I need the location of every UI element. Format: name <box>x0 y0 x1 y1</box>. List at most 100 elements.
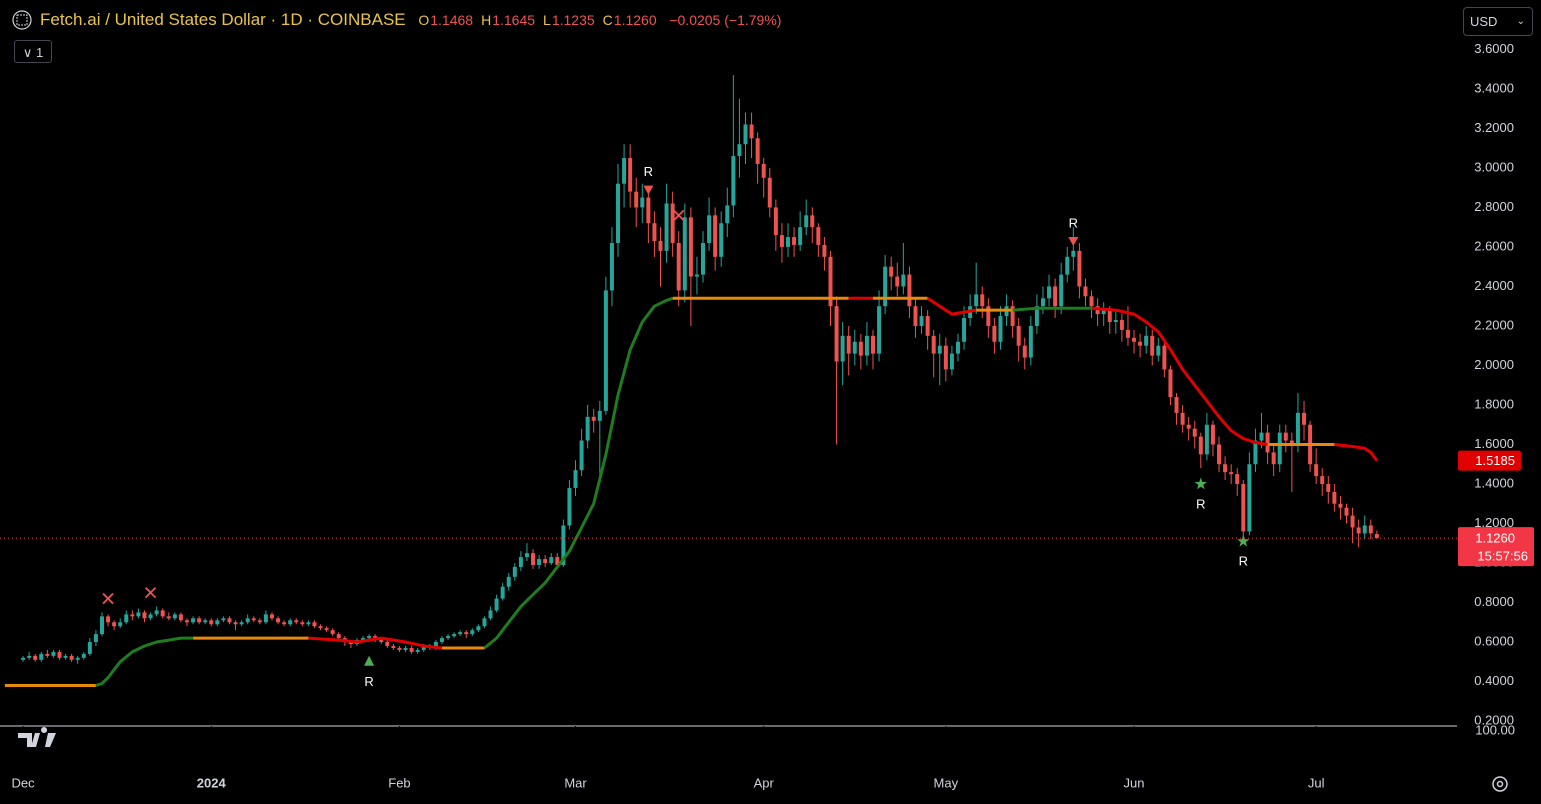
candle-body <box>792 237 797 245</box>
candle-body <box>755 138 760 164</box>
candle-body <box>1053 286 1058 307</box>
candle-body <box>379 640 384 643</box>
x-tick-label: 2024 <box>197 775 227 790</box>
candle-body <box>883 266 888 307</box>
candle-body <box>1132 337 1137 342</box>
candle-body <box>1059 274 1064 307</box>
candle-body <box>664 203 669 251</box>
candle-body <box>518 557 523 567</box>
candle-body <box>858 341 863 356</box>
candle-body <box>1265 432 1270 453</box>
candle-body <box>282 622 287 625</box>
candle-body <box>591 416 596 421</box>
candle-body <box>1047 286 1052 299</box>
candle-body <box>779 235 784 247</box>
candle-body <box>276 618 281 623</box>
candle-body <box>573 470 578 488</box>
currency-select[interactable]: USD ⌄ <box>1463 7 1533 36</box>
signal-marker <box>1194 477 1207 490</box>
candle-body <box>992 325 997 342</box>
candle-body <box>949 353 954 370</box>
y-tick-label: 2.4000 <box>1474 278 1514 293</box>
candle-body <box>877 306 882 354</box>
candle-body <box>1253 440 1258 465</box>
plot: R R R R R <box>4 75 1379 689</box>
candle-body <box>1186 424 1191 429</box>
candle-body <box>154 610 159 615</box>
candle-body <box>731 156 736 206</box>
candle-body <box>288 620 293 625</box>
candle-body <box>112 622 117 627</box>
candle-body <box>974 294 979 307</box>
candle-body <box>962 318 967 342</box>
candle-body <box>476 626 481 631</box>
candle-body <box>652 223 657 242</box>
ohlc-key: O <box>418 12 430 28</box>
settings-icon[interactable] <box>1492 776 1508 792</box>
cross-marker <box>102 592 114 605</box>
candle-body <box>148 614 153 619</box>
candle-body <box>1119 320 1124 330</box>
candle-body <box>658 241 663 251</box>
collapse-button[interactable]: ∨ 1 <box>14 40 52 63</box>
candle-body <box>1180 412 1185 425</box>
candle-body <box>561 525 566 565</box>
candle-body <box>585 416 590 441</box>
candle-body <box>931 335 936 354</box>
candle-body <box>1204 424 1209 455</box>
candle-body <box>1089 296 1094 307</box>
candle-body <box>33 655 38 660</box>
candle-body <box>555 557 560 565</box>
ohlc-value: 1.1235 <box>551 12 595 28</box>
candle-body <box>330 630 335 635</box>
candle-body <box>670 203 675 243</box>
candle-body <box>597 410 602 421</box>
trend-price-label: 1.5185 <box>1475 453 1515 468</box>
candle-body <box>446 636 451 639</box>
candle-body <box>1368 525 1373 534</box>
candle-body <box>998 316 1003 342</box>
candle-body <box>1320 476 1325 484</box>
x-tick-label: Mar <box>564 775 587 790</box>
candle-body <box>1302 412 1307 425</box>
candle-body <box>27 655 32 658</box>
candle-body <box>864 335 869 356</box>
lower-scale-label: 100.00 <box>1475 722 1515 737</box>
candle-body <box>543 559 548 564</box>
candle-body <box>1332 491 1337 504</box>
candle-body <box>943 345 948 370</box>
candle-body <box>99 616 104 635</box>
candle-body <box>251 618 256 621</box>
candle-body <box>500 586 505 599</box>
candle-body <box>682 217 687 291</box>
candle-body <box>439 638 444 643</box>
candle-body <box>622 158 627 184</box>
dropdown-arrow: ⌄ <box>1516 16 1525 27</box>
candle-body <box>45 653 50 656</box>
candle-body <box>646 197 651 224</box>
candle-body <box>937 345 942 354</box>
candle-body <box>1356 527 1361 534</box>
candle-body <box>1065 256 1070 275</box>
y-tick-label: 0.4000 <box>1474 673 1514 688</box>
signal-marker <box>643 185 654 195</box>
trend-line <box>926 297 977 316</box>
candle-body <box>1156 345 1161 356</box>
y-tick-label: 2.0000 <box>1474 357 1514 372</box>
candle-body <box>142 612 147 619</box>
candle-body <box>1259 432 1264 441</box>
symbol-icon <box>12 10 32 30</box>
candle-body <box>1295 412 1300 445</box>
candle-body <box>609 242 614 291</box>
candle-body <box>494 598 499 611</box>
candle-body <box>21 657 26 660</box>
candle-body <box>907 274 912 307</box>
candle-body <box>804 215 809 228</box>
ohlc-key: L <box>543 12 551 28</box>
candle-body <box>221 618 226 621</box>
candle-body <box>203 620 208 623</box>
candle-body <box>1326 483 1331 492</box>
candle-body <box>688 217 693 277</box>
y-tick-label: 2.8000 <box>1474 199 1514 214</box>
